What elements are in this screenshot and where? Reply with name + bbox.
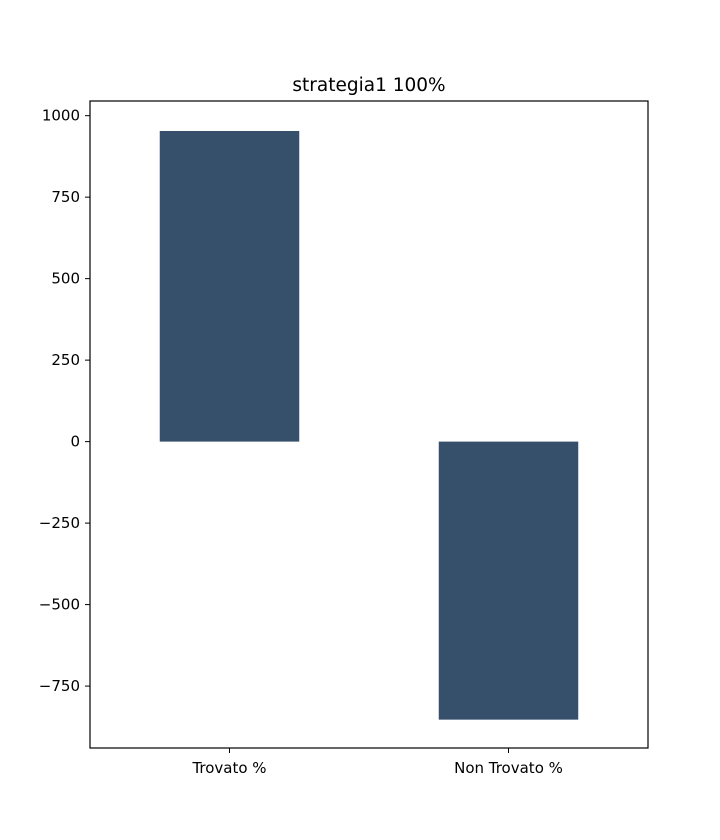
plot-frame: [89, 100, 649, 749]
bar-0: [159, 130, 300, 442]
x-tick-label: Non Trovato %: [454, 759, 563, 777]
y-tick-label: 750: [51, 188, 80, 206]
y-tick-label: 250: [51, 351, 80, 369]
y-tick-label: 0: [70, 433, 80, 451]
chart-title: strategia1 100%: [292, 75, 445, 96]
y-tick-label: 500: [51, 270, 80, 288]
y-tick-label: −500: [39, 596, 80, 614]
x-tick-label: Trovato %: [191, 759, 266, 777]
x-axis: Trovato % Non Trovato %: [191, 748, 563, 777]
y-tick-label: −250: [39, 514, 80, 532]
y-tick-label: 1000: [42, 107, 80, 125]
bar-1: [438, 441, 579, 720]
y-axis: 1000 750 500 250 0 −250 −500 −750: [39, 107, 90, 695]
y-tick-label: −750: [39, 677, 80, 695]
bars-layer: [159, 130, 579, 720]
